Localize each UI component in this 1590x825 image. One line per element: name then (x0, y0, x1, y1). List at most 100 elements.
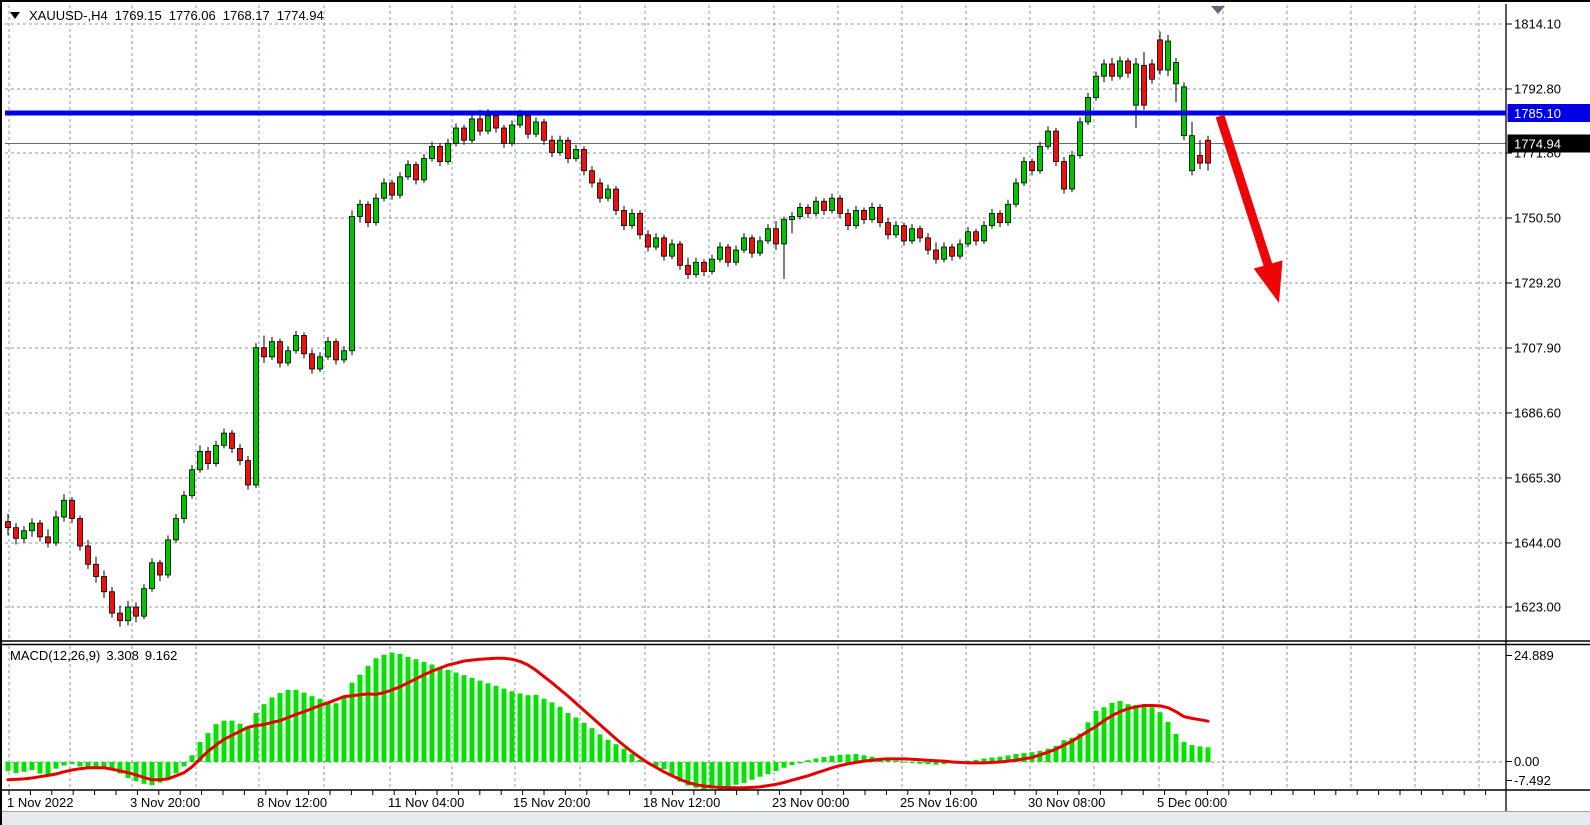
price-axis-label[interactable]: 1792.80 (1514, 81, 1561, 96)
price-axis-label[interactable]: 1686.60 (1514, 405, 1561, 420)
time-axis-label[interactable]: 18 Nov 12:00 (643, 795, 720, 810)
macd-histogram-bar (501, 688, 507, 762)
macd-histogram-bar (1101, 707, 1107, 762)
macd-name-label: MACD(12,26,9) (10, 648, 101, 663)
macd-histogram-bar (1133, 705, 1139, 762)
candle-bull (509, 124, 515, 144)
macd-histogram-bar (573, 717, 579, 762)
macd-histogram-bar (1077, 733, 1083, 762)
candle-bear (229, 432, 235, 449)
candle-bull (709, 258, 715, 272)
candle-bull (965, 231, 971, 245)
price-axis-label[interactable]: 1814.10 (1514, 17, 1561, 32)
macd-histogram-bar (885, 759, 891, 762)
candle-bull (397, 176, 403, 196)
candle-bull (741, 237, 747, 251)
time-axis-label[interactable]: 8 Nov 12:00 (257, 795, 327, 810)
macd-histogram-bar (125, 762, 131, 779)
candle-bear (677, 243, 683, 266)
candle-bull (341, 350, 347, 361)
candle-bear (1149, 63, 1155, 80)
candle-bear (725, 246, 731, 263)
macd-scale-label[interactable]: 24.889 (1514, 648, 1554, 663)
candle-bear (541, 121, 547, 141)
candle-bear (549, 139, 555, 153)
macd-histogram-bar (709, 762, 715, 789)
macd-histogram-bar (149, 762, 155, 786)
candle-bear (1141, 65, 1147, 106)
macd-histogram-bar (85, 762, 91, 768)
candle-bull (781, 219, 787, 245)
price-axis-label[interactable]: 1729.20 (1514, 276, 1561, 291)
candle-bear (69, 499, 75, 519)
candle-bull (573, 148, 579, 159)
trend-arrow-head-icon[interactable] (1253, 260, 1283, 303)
candle-bear (1205, 139, 1211, 164)
candle-bull (853, 210, 859, 227)
time-axis-label[interactable]: 23 Nov 00:00 (772, 795, 849, 810)
candle-bear (277, 341, 283, 364)
macd-histogram-bar (189, 755, 195, 762)
candle-bear (117, 612, 123, 622)
price-axis-label[interactable]: 1707.90 (1514, 340, 1561, 355)
candle-bull (1021, 161, 1027, 184)
time-axis-label[interactable]: 1 Nov 2022 (7, 795, 74, 810)
candle-bull (189, 469, 195, 497)
candle-bear (1061, 161, 1067, 190)
macd-histogram-bar (533, 694, 539, 762)
macd-histogram-bar (53, 762, 59, 769)
price-axis-label[interactable]: 1644.00 (1514, 535, 1561, 550)
macd-histogram-bar (293, 689, 299, 762)
candle-bear (1157, 39, 1163, 71)
candle-bull (213, 444, 219, 465)
candle-bear (1197, 155, 1203, 164)
macd-histogram-bar (301, 692, 307, 762)
macd-histogram-bar (317, 698, 323, 762)
window-bottom-strip (2, 811, 1590, 825)
candle-bull (293, 335, 299, 352)
macd-histogram-bar (557, 706, 563, 762)
macd-histogram-bar (461, 675, 467, 762)
time-axis-label[interactable]: 11 Nov 04:00 (388, 795, 464, 810)
macd-histogram-bar (677, 762, 683, 782)
macd-histogram-bar (309, 696, 315, 762)
candle-bear (205, 451, 211, 465)
candle-bull (533, 121, 539, 135)
candle-bear (525, 115, 531, 135)
candle-bear (837, 197, 843, 214)
macd-histogram-bar (389, 652, 395, 762)
time-axis-label[interactable]: 25 Nov 16:00 (900, 795, 977, 810)
macd-histogram-bar (61, 762, 67, 766)
macd-histogram-bar (509, 691, 515, 762)
macd-histogram-bar (221, 720, 227, 762)
price-axis-label[interactable]: 1623.00 (1514, 600, 1561, 615)
macd-histogram-bar (1093, 710, 1099, 762)
candle-bull (789, 216, 795, 220)
time-axis-label[interactable]: 30 Nov 08:00 (1028, 795, 1105, 810)
price-axis-label[interactable]: 1750.50 (1514, 211, 1561, 226)
symbol-dropdown-icon[interactable] (10, 12, 20, 19)
candle-bull (445, 142, 451, 162)
macd-histogram-bar (965, 760, 971, 762)
candle-bull (957, 243, 963, 257)
price-axis-label[interactable]: 1665.30 (1514, 470, 1561, 485)
candle-bear (13, 527, 19, 539)
trend-arrow-shaft[interactable] (1215, 114, 1273, 267)
candle-bull (429, 145, 435, 159)
macd-histogram-bar (429, 664, 435, 762)
time-axis-label[interactable]: 3 Nov 20:00 (130, 795, 200, 810)
time-axis-label[interactable]: 15 Nov 20:00 (513, 795, 590, 810)
macd-scale-label[interactable]: -7.492 (1514, 773, 1551, 788)
macd-signal-value: 9.162 (144, 648, 178, 663)
candle-bear (333, 341, 339, 361)
macd-histogram-bar (93, 762, 99, 770)
macd-scale-label[interactable]: 0.00 (1514, 754, 1539, 769)
time-axis-label[interactable]: 5 Dec 00:00 (1157, 795, 1227, 810)
candle-bull (517, 115, 523, 126)
candle-bull (981, 225, 987, 242)
macd-histogram-bar (1165, 721, 1171, 762)
macd-histogram-bar (901, 761, 907, 763)
candle-bull (869, 206, 875, 220)
